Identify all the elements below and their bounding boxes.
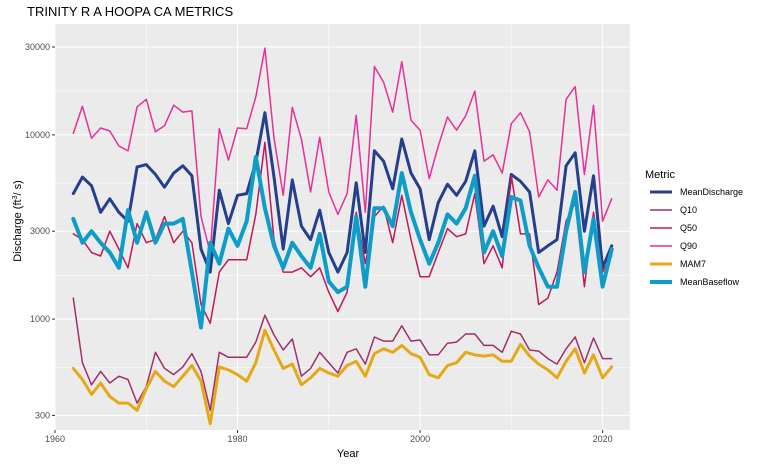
- y-axis-title: Discharge (ft3/ s): [12, 180, 24, 262]
- series-line-MeanBaseflow: [71, 154, 614, 330]
- legend-label-Q10: Q10: [680, 205, 697, 215]
- legend-label-MeanDischarge: MeanDischarge: [680, 187, 743, 197]
- series-line-Q10: [72, 297, 613, 412]
- series-line-Q50: [72, 141, 613, 324]
- y-tick-label: 30000: [25, 42, 50, 52]
- y-axis-title-sup: 3: [12, 195, 19, 199]
- legend: Metric MeanDischarge Q10 Q50 Q90 MAM7 MeanBas…: [645, 169, 743, 287]
- x-tick-label: 1980: [228, 434, 248, 444]
- x-tick-label: 2020: [593, 434, 613, 444]
- series-line-MeanDischarge: [71, 111, 614, 274]
- x-tick-label: 1960: [45, 434, 65, 444]
- y-axis-title-main: Discharge (ft: [12, 199, 24, 261]
- x-tick-label: 2000: [410, 434, 430, 444]
- series-line-MAM7: [71, 328, 614, 426]
- legend-label-MeanBaseflow: MeanBaseflow: [680, 277, 740, 287]
- legend-label-Q90: Q90: [680, 241, 697, 251]
- legend-label-Q50: Q50: [680, 223, 697, 233]
- y-tick-label: 10000: [25, 130, 50, 140]
- grid-major: [54, 24, 630, 430]
- y-tick-label: 3000: [30, 226, 50, 236]
- y-tick-labels: 300 1000 3000 10000 30000: [25, 42, 50, 420]
- x-axis-title: Year: [337, 448, 360, 460]
- axis-ticks: [52, 46, 604, 433]
- chart-title: TRINITY R A HOOPA CA METRICS: [27, 4, 233, 19]
- legend-label-MAM7: MAM7: [680, 259, 706, 269]
- y-axis-title-suffix: / s): [12, 180, 24, 195]
- y-tick-label: 1000: [30, 314, 50, 324]
- series-line-Q90: [72, 47, 613, 254]
- x-tick-labels: 1960 1980 2000 2020: [45, 434, 613, 444]
- series-layer: [71, 47, 614, 426]
- y-tick-label: 300: [35, 410, 50, 420]
- legend-title: Metric: [645, 169, 675, 181]
